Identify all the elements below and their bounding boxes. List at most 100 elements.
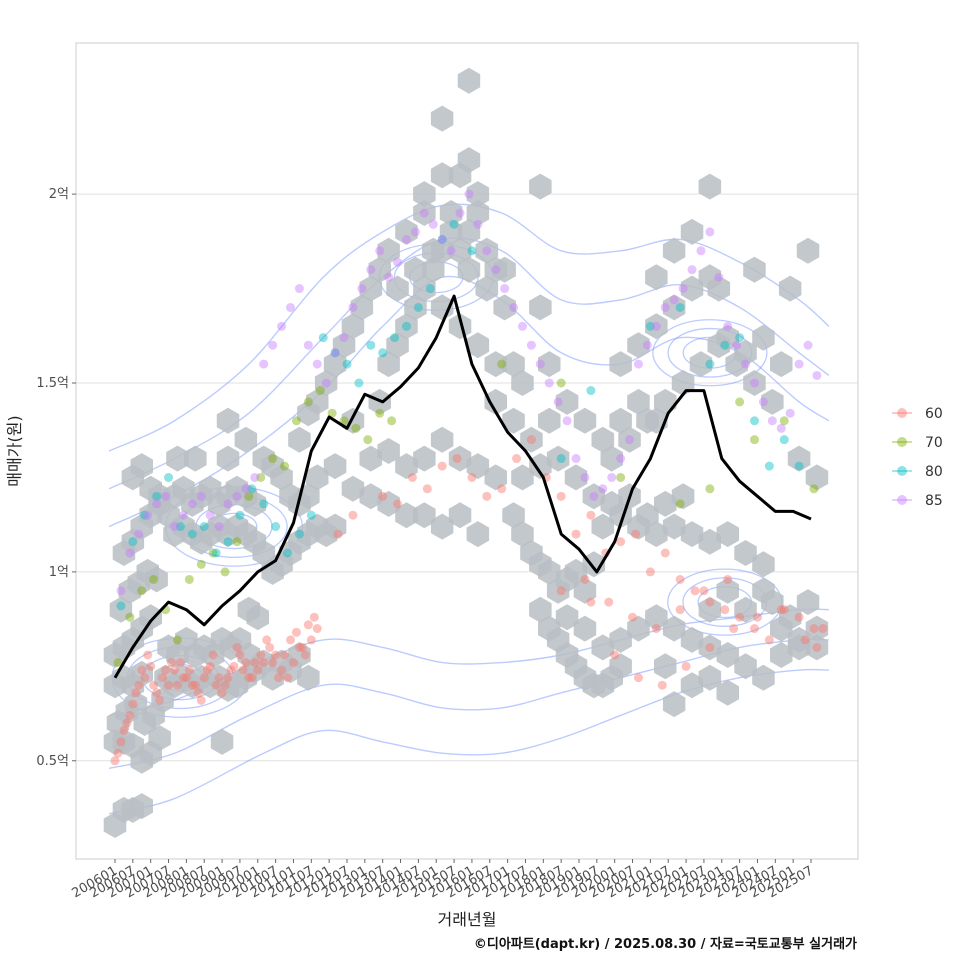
scatter-point-60 [131, 688, 141, 698]
scatter-point-85 [205, 510, 215, 520]
legend-swatch [897, 466, 907, 476]
scatter-point-85 [410, 227, 420, 237]
scatter-point-60 [729, 624, 739, 634]
scatter-point-60 [393, 499, 403, 509]
scatter-point-60 [238, 665, 248, 675]
hexbin-cell [323, 513, 347, 540]
hexbin-cell [484, 351, 507, 378]
hexbin-cell [216, 407, 240, 434]
hexbin-cell [350, 294, 374, 321]
scatter-point-80 [271, 522, 281, 532]
hexbin-cell [377, 237, 400, 264]
scatter-point-80 [467, 246, 477, 256]
scatter-point-85 [562, 416, 572, 426]
scatter-point-85 [553, 397, 563, 407]
scatter-point-60 [274, 673, 284, 683]
scatter-point-70 [705, 484, 715, 494]
scatter-point-80 [247, 484, 257, 494]
hexbin-cell [368, 256, 391, 283]
scatter-point-85 [268, 340, 278, 350]
scatter-point-70 [809, 484, 819, 494]
hexbin-cell [787, 445, 811, 472]
hexbin-cell [306, 464, 329, 491]
scatter-point-60 [256, 650, 266, 660]
scatter-point-85 [357, 284, 367, 294]
hexbin-cell [707, 275, 731, 302]
scatter-point-70 [387, 416, 397, 426]
hexbin-cell [511, 521, 534, 548]
hexbin-cell [511, 464, 534, 491]
scatter-point-60 [720, 605, 730, 615]
scatter-point-85 [616, 454, 626, 464]
scatter-point-70 [735, 397, 745, 407]
density-contour [108, 203, 830, 452]
scatter-point-85 [241, 484, 251, 494]
legend-label: 85 [925, 493, 943, 509]
y-tick-label: 1억 [49, 565, 69, 580]
hexbin-cell [752, 664, 775, 691]
hexbin-cell [297, 664, 320, 691]
hexbin-cell [743, 370, 766, 396]
scatter-point-85 [678, 284, 688, 294]
scatter-point-85 [321, 378, 331, 388]
hexbin-cell [413, 275, 436, 302]
hexbin-cell [386, 275, 409, 302]
scatter-point-85 [642, 340, 652, 350]
hexbin-cell [341, 313, 365, 340]
scatter-point-85 [517, 321, 527, 331]
y-axis-title: 매매가(원) [5, 415, 24, 486]
hexbin-cell [636, 407, 659, 434]
hexbin-cell [734, 339, 757, 366]
trend-line [113, 294, 812, 679]
hexbin-cell [538, 407, 561, 434]
scatter-point-70 [149, 574, 159, 584]
hexbin-cell [609, 653, 632, 680]
hexbin-cell [662, 237, 686, 264]
scatter-point-60 [288, 658, 298, 668]
scatter-point-60 [794, 612, 804, 622]
scatter-point-60 [175, 658, 185, 668]
scatter-point-85 [161, 491, 171, 501]
scatter-point-60 [309, 612, 319, 622]
hexbin-cell [439, 218, 463, 245]
scatter-point-85 [384, 272, 394, 282]
scatter-point-60 [285, 635, 295, 645]
hexbin-cell [395, 502, 418, 529]
scatter-point-85 [803, 340, 813, 350]
scatter-point-85 [169, 522, 179, 532]
hexbin-cell [761, 388, 784, 415]
hexbin-cell [359, 275, 383, 302]
hexbin-cell [698, 664, 722, 691]
hexbin-cell [529, 173, 552, 200]
hexbin-cell [538, 351, 561, 378]
scatter-point-70 [220, 567, 230, 577]
hexbin-cell [475, 237, 499, 264]
scatter-point-60 [217, 688, 227, 698]
scatter-point-60 [776, 605, 786, 615]
hexbin-layer [103, 67, 829, 838]
hexbin-cell [139, 604, 162, 631]
hexbin-cell [413, 181, 436, 208]
scatter-point-60 [167, 658, 177, 668]
scatter-point-85 [437, 234, 447, 244]
scatter-point-60 [437, 461, 447, 471]
caption: ©디아파트(dapt.kr) / 2025.08.30 / 자료=국토교통부 실… [474, 936, 857, 952]
scatter-point-70 [351, 423, 361, 433]
scatter-point-60 [348, 510, 358, 520]
hexbin-cell [618, 426, 641, 453]
scatter-point-70 [675, 499, 685, 509]
hexbin-cell [466, 332, 490, 359]
hexbin-cell [805, 464, 829, 491]
scatter-point-85 [259, 359, 269, 369]
hexbin-cell [314, 370, 338, 396]
scatter-point-60 [181, 673, 191, 683]
hexbin-cell [609, 626, 632, 653]
scatter-point-85 [134, 529, 144, 539]
scatter-point-80 [306, 510, 316, 520]
scatter-point-85 [500, 284, 510, 294]
scatter-point-60 [137, 665, 147, 675]
scatter-point-70 [315, 386, 325, 396]
scatter-point-60 [122, 718, 132, 728]
hexbin-cell [413, 502, 436, 529]
